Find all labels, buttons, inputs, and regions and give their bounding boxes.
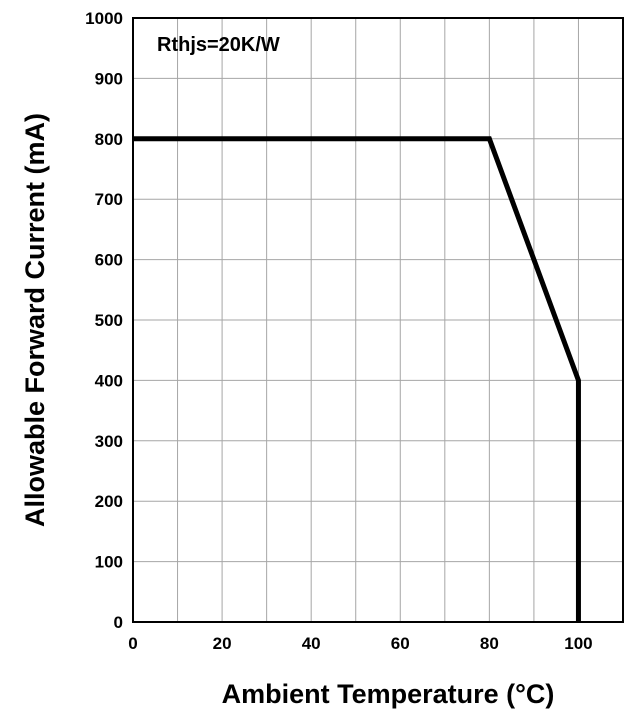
x-axis-title: Ambient Temperature (°C) bbox=[222, 679, 555, 709]
y-tick-label: 0 bbox=[114, 613, 123, 632]
x-tick-label: 40 bbox=[302, 634, 321, 653]
series-layer bbox=[133, 136, 581, 622]
y-tick-labels: 0 100 200 300 400 500 600 700 800 900 1000 bbox=[85, 9, 123, 632]
x-tick-label: 20 bbox=[213, 634, 232, 653]
y-tick-label: 700 bbox=[95, 190, 123, 209]
y-tick-label: 600 bbox=[95, 251, 123, 270]
y-tick-label: 300 bbox=[95, 432, 123, 451]
grid bbox=[133, 18, 623, 622]
x-tick-label: 0 bbox=[128, 634, 137, 653]
x-tick-label: 100 bbox=[564, 634, 592, 653]
y-axis-title: Allowable Forward Current (mA) bbox=[20, 113, 50, 527]
y-tick-label: 800 bbox=[95, 130, 123, 149]
annotation-rthjs: Rthjs=20K/W bbox=[157, 34, 280, 56]
x-tick-labels: 0 20 40 60 80 100 bbox=[128, 634, 592, 653]
series-line-0 bbox=[133, 136, 581, 622]
x-tick-label: 60 bbox=[391, 634, 410, 653]
x-tick-label: 80 bbox=[480, 634, 499, 653]
y-tick-label: 400 bbox=[95, 371, 123, 390]
y-tick-label: 1000 bbox=[85, 9, 123, 28]
y-tick-label: 900 bbox=[95, 69, 123, 88]
y-tick-label: 100 bbox=[95, 553, 123, 572]
y-tick-label: 200 bbox=[95, 492, 123, 511]
plot-frame bbox=[132, 17, 624, 623]
y-tick-label: 500 bbox=[95, 311, 123, 330]
